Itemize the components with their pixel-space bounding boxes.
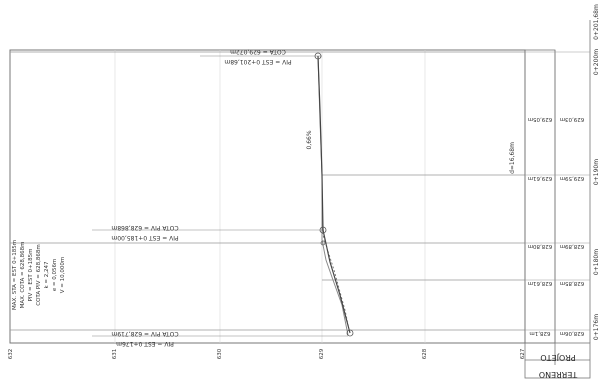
curve-data-block: MAX. STA = EST 0+185m MAX. COTA = 628,86…	[12, 240, 66, 310]
elev-tick-4: 631	[112, 349, 118, 360]
pvi-marker-mid	[319, 226, 327, 234]
terreno-value-3: 629,61m	[528, 175, 553, 181]
label-projeto: PROJETO	[540, 353, 575, 362]
station-lines	[10, 51, 525, 331]
elevation-ticks: 627 628 629 630 631 632	[8, 348, 526, 359]
station-label-2: 0+190m	[593, 159, 600, 185]
elev-tick-0: 627	[520, 348, 526, 359]
pvi-mid-station: PIV = EST 0+185,00m	[111, 234, 178, 241]
design-grade-line	[317, 55, 351, 334]
elev-tick-5: 632	[8, 349, 14, 360]
label-terreno: TERRENO	[539, 370, 578, 379]
projeto-value-4: 629,03m	[560, 116, 585, 122]
station-label-1: 0+180m	[593, 249, 600, 275]
pvi-labels: PIV = EST 0+201,68m COTA = 629,072m PIV …	[111, 48, 291, 347]
vertical-curve	[321, 231, 351, 334]
pvi-marker-start	[346, 329, 354, 337]
pvi-start-elevation: COTA PIV = 628,719m	[111, 330, 178, 337]
pvi-end-station: PIV = EST 0+201,68m	[224, 58, 291, 65]
curve-data-line-6: e = 0,056m	[52, 259, 58, 292]
pvi-leaders	[92, 55, 348, 337]
projeto-value-2: 628,89m	[560, 243, 585, 249]
curve-data-line-5: k = 2,247	[44, 261, 50, 289]
curve-data-line-4: COTA PIV = 628,868m	[36, 244, 42, 306]
terreno-value-4: 629,05m	[528, 116, 553, 122]
curve-data-line-2: MAX. COTA = 628,868m	[20, 242, 26, 309]
table-row-lines	[525, 51, 590, 331]
pvi-marker-end	[314, 52, 322, 60]
curve-data-line-1: MAX. STA = EST 0+185m	[12, 240, 18, 310]
terreno-value-0: 628,1m	[529, 330, 550, 336]
grade-label: 0,66%	[306, 130, 313, 149]
terreno-value-1: 628,61m	[528, 280, 553, 286]
terreno-value-2: 628,80m	[528, 243, 553, 249]
elev-tick-3: 630	[217, 348, 223, 359]
curve-length-label: d=16,68m	[509, 142, 516, 174]
station-label-0: 0+176m	[593, 314, 600, 340]
projeto-value-0: 628,06m	[560, 330, 585, 336]
elev-tick-2: 629	[319, 348, 325, 359]
pvi-mid-elevation: COTA PIV = 628,868m	[111, 224, 178, 231]
station-values: 628,1m 628,06m 628,61m 628,85m 628,80m 6…	[528, 116, 585, 336]
projeto-value-3: 629,59m	[560, 175, 585, 181]
data-table	[524, 20, 591, 379]
pvi-end-elevation: COTA = 629,072m	[230, 48, 286, 55]
curve-data-line-7: V = 10,000m	[60, 257, 66, 293]
elev-tick-1: 628	[422, 348, 428, 359]
curve-data-line-3: PIV = EST 0+185m	[28, 249, 34, 302]
pvi-start-station: PIV = EST 0+176m	[116, 340, 174, 347]
curve-point-marker	[320, 240, 326, 246]
projeto-value-1: 628,85m	[560, 280, 585, 286]
station-label-3: 0+200m	[593, 49, 600, 75]
station-label-4: 0+201,68m	[593, 4, 600, 40]
